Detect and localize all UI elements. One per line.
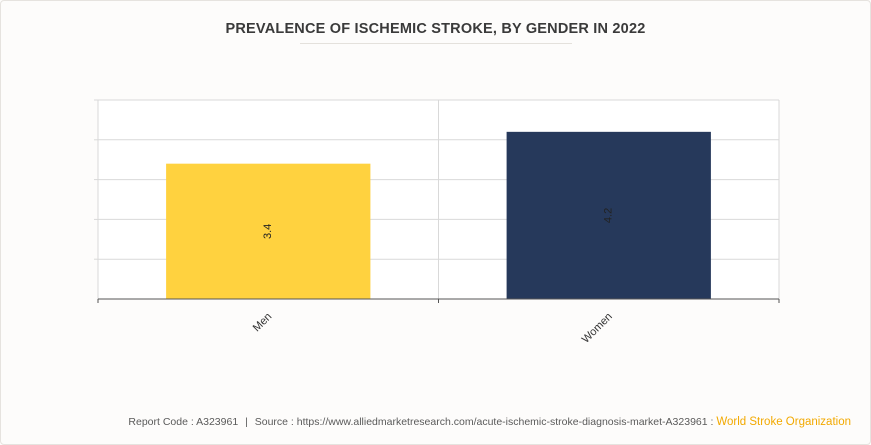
bar-women xyxy=(506,131,711,299)
title-underline xyxy=(300,43,572,44)
bar-men xyxy=(166,163,371,299)
x-tick-label: Men xyxy=(251,311,275,335)
data-label: 4.2 xyxy=(603,208,615,223)
report-code: Report Code : A323961 xyxy=(128,416,239,428)
footer-separator: | xyxy=(245,416,248,428)
chart-title: PREVALENCE OF ISCHEMIC STROKE, BY GENDER… xyxy=(225,21,646,37)
data-label: 3.4 xyxy=(262,224,274,239)
x-tick-label: Women xyxy=(580,311,615,346)
source-text: Source : https://www.alliedmarketresearc… xyxy=(254,416,714,428)
chart-footer: Report Code : A323961 | Source : https:/… xyxy=(128,416,851,428)
source-organization: World Stroke Organization xyxy=(716,416,851,428)
